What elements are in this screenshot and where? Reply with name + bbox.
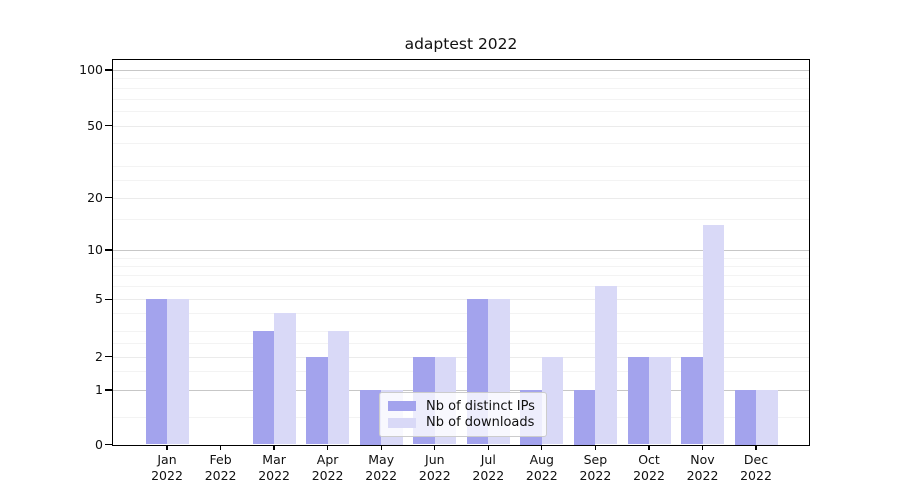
x-tick-mark-oct bbox=[648, 445, 650, 450]
legend-row-distinct-ips: Nb of distinct IPs bbox=[388, 399, 538, 414]
bar-nb-of-downloads-apr bbox=[327, 331, 350, 445]
y-tick-label-1: 1 bbox=[95, 382, 103, 397]
bar-nb-of-distinct-ips-mar bbox=[252, 331, 275, 445]
legend-swatch-distinct-ips bbox=[388, 401, 416, 411]
gridline-minor-7 bbox=[113, 275, 809, 277]
x-tick-label-sep: Sep 2022 bbox=[579, 452, 612, 483]
y-tick-label-0: 0 bbox=[95, 436, 103, 452]
gridline-minor-4 bbox=[113, 313, 809, 315]
gridline-minor-2.5 bbox=[113, 342, 809, 344]
gridline-major-10 bbox=[113, 250, 809, 251]
y-tick-mark-50 bbox=[105, 124, 113, 127]
bar-nb-of-distinct-ips-sep bbox=[573, 390, 596, 445]
gridline-minor-8 bbox=[113, 265, 809, 267]
y-tick-mark-10 bbox=[105, 249, 113, 251]
x-tick-mark-may bbox=[380, 445, 382, 450]
gridline-minor-3 bbox=[113, 331, 809, 333]
x-tick-label-may: May 2022 bbox=[365, 452, 398, 483]
x-tick-label-feb: Feb 2022 bbox=[204, 452, 237, 483]
gridline-5 bbox=[113, 299, 809, 301]
gridline-minor-1.5 bbox=[113, 370, 809, 372]
gridline-major-1 bbox=[113, 390, 809, 391]
x-tick-mark-aug bbox=[541, 445, 543, 450]
x-tick-mark-mar bbox=[273, 445, 275, 450]
bar-nb-of-downloads-jan bbox=[167, 299, 189, 445]
legend: Nb of distinct IPs Nb of downloads bbox=[379, 392, 547, 437]
x-tick-mark-jan bbox=[166, 445, 168, 450]
gridline-minor-70 bbox=[113, 98, 809, 100]
x-tick-label-dec: Dec 2022 bbox=[740, 452, 772, 483]
y-tick-mark-1 bbox=[105, 389, 113, 391]
bar-nb-of-downloads-dec bbox=[756, 390, 778, 445]
legend-label-downloads: Nb of downloads bbox=[426, 415, 535, 431]
x-tick-mark-dec bbox=[755, 445, 757, 450]
x-tick-mark-jun bbox=[434, 445, 436, 450]
bar-nb-of-distinct-ips-apr bbox=[306, 356, 328, 445]
bar-nb-of-downloads-aug bbox=[541, 356, 564, 445]
bar-nb-of-downloads-mar bbox=[274, 313, 296, 445]
gridline-minor-40 bbox=[113, 143, 809, 145]
y-tick-label-10: 10 bbox=[87, 242, 103, 257]
y-tick-mark-0 bbox=[105, 443, 113, 446]
gridline-minor-60 bbox=[113, 110, 809, 112]
y-tick-label-20: 20 bbox=[87, 189, 103, 205]
gridline-minor-30 bbox=[113, 165, 809, 167]
x-tick-label-nov: Nov 2022 bbox=[686, 452, 719, 483]
gridline-50 bbox=[113, 125, 809, 127]
x-tick-label-oct: Oct 2022 bbox=[633, 452, 665, 483]
x-tick-mark-nov bbox=[701, 445, 704, 450]
x-tick-label-apr: Apr 2022 bbox=[311, 452, 344, 483]
legend-label-distinct-ips: Nb of distinct IPs bbox=[426, 398, 535, 414]
gridline-minor-90 bbox=[113, 78, 809, 80]
gridline-minor-9 bbox=[113, 257, 809, 259]
y-tick-mark-2 bbox=[105, 356, 113, 358]
bar-nb-of-distinct-ips-oct bbox=[627, 356, 649, 445]
gridline-20 bbox=[113, 197, 809, 199]
gridline-minor-25 bbox=[113, 180, 809, 182]
x-tick-label-jan: Jan 2022 bbox=[151, 452, 183, 483]
y-tick-label-5: 5 bbox=[95, 291, 103, 307]
y-tick-label-100: 100 bbox=[79, 62, 103, 77]
x-tick-mark-feb bbox=[219, 445, 222, 450]
gridline-minor-6 bbox=[113, 286, 809, 288]
x-tick-label-jul: Jul 2022 bbox=[472, 452, 505, 483]
gridline-minor-80 bbox=[113, 87, 809, 89]
gridline-2 bbox=[113, 356, 809, 358]
x-tick-label-mar: Mar 2022 bbox=[258, 452, 290, 483]
bar-nb-of-distinct-ips-dec bbox=[734, 390, 756, 445]
bar-nb-of-downloads-sep bbox=[595, 286, 617, 445]
y-tick-mark-20 bbox=[105, 197, 113, 199]
x-tick-mark-apr bbox=[326, 445, 329, 450]
x-tick-mark-jul bbox=[487, 445, 489, 450]
legend-row-downloads: Nb of downloads bbox=[388, 415, 538, 430]
bar-nb-of-downloads-nov bbox=[702, 224, 724, 445]
chart-title: adaptest 2022 bbox=[404, 35, 518, 53]
bar-nb-of-distinct-ips-may bbox=[359, 390, 382, 445]
bar-nb-of-downloads-oct bbox=[649, 356, 671, 445]
gridline-minor-15 bbox=[113, 219, 809, 221]
x-tick-label-aug: Aug 2022 bbox=[525, 452, 558, 483]
y-tick-label-2: 2 bbox=[95, 348, 103, 364]
bar-nb-of-distinct-ips-nov bbox=[681, 356, 703, 445]
legend-swatch-downloads bbox=[388, 418, 416, 428]
y-tick-mark-100 bbox=[105, 69, 113, 71]
plot-area: Nb of distinct IPs Nb of downloads bbox=[105, 59, 810, 450]
bar-nb-of-distinct-ips-jan bbox=[145, 299, 167, 445]
y-tick-mark-5 bbox=[105, 298, 113, 300]
y-tick-label-50: 50 bbox=[87, 117, 103, 133]
gridline-major-100 bbox=[113, 70, 809, 71]
x-tick-label-jun: Jun 2022 bbox=[418, 452, 451, 483]
x-tick-mark-sep bbox=[594, 445, 597, 450]
